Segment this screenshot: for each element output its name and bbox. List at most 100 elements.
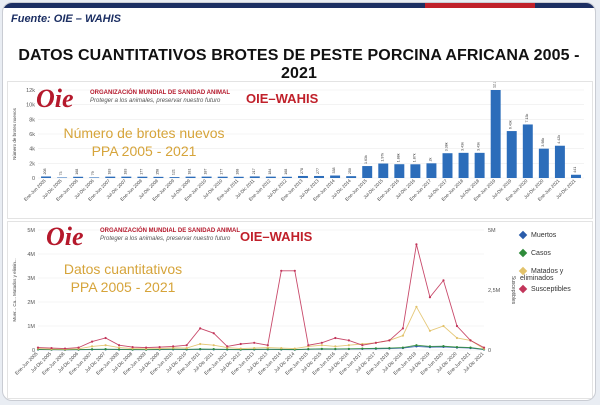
top-overlay-line2: PPA 2005 - 2021 — [91, 143, 197, 159]
bar-data-label: 1.87k — [412, 153, 416, 162]
line-x-tick: Ene-Jun 2005 — [14, 351, 40, 377]
bar — [362, 166, 373, 178]
line-point — [320, 344, 323, 347]
line-point — [226, 348, 229, 351]
line-point — [374, 347, 377, 350]
bar-y-tick: 6k — [29, 132, 35, 138]
line-y2-tick: 0 — [488, 348, 491, 354]
bar — [57, 177, 68, 178]
line-point — [253, 341, 256, 344]
line-point — [293, 347, 296, 350]
line-point — [401, 327, 405, 330]
bar — [330, 175, 341, 178]
bar-data-label: 158 — [155, 169, 159, 175]
line-point — [334, 347, 337, 351]
line-point — [388, 346, 391, 350]
line-point — [442, 279, 445, 282]
line-point — [469, 339, 472, 342]
line-y-tick: 0 — [32, 348, 35, 354]
line-point — [90, 340, 94, 343]
bar-data-label: 441 — [573, 167, 577, 173]
bar — [506, 131, 517, 178]
bar-data-label: 2k — [428, 157, 432, 161]
line-point — [401, 334, 405, 337]
line-x-tick: Ene-Jun 2018 — [365, 351, 391, 377]
bar — [265, 176, 276, 178]
bottom-overlay-text: Datos cuantitativos PPA 2005 - 2021 — [38, 260, 208, 296]
bottom-overlay-line2: PPA 2005 - 2021 — [70, 279, 176, 295]
bar — [137, 176, 148, 178]
line-point — [415, 305, 418, 308]
line-point — [90, 345, 94, 348]
line-point — [401, 346, 405, 349]
line-y-tick: 4M — [27, 252, 35, 258]
line-point — [469, 346, 472, 349]
bar-data-label: 184 — [268, 169, 272, 175]
line-y-tick: 3M — [27, 276, 35, 282]
line-point — [212, 332, 215, 335]
line-x-tick: Ene-Jun 2010 — [149, 351, 175, 377]
line-point — [199, 342, 202, 346]
bar — [442, 153, 453, 178]
line-series-2 — [37, 305, 485, 350]
line-series-3 — [37, 244, 485, 350]
line-point — [361, 344, 364, 347]
legend-item-susceptibles[interactable]: Susceptibles — [518, 284, 571, 294]
line-point — [415, 344, 418, 347]
line-x-tick: Ene-Jun 2009 — [122, 351, 148, 377]
bar — [41, 176, 52, 178]
bar-data-label: 7.13k — [525, 113, 529, 122]
bar-y-tick: 12k — [26, 88, 35, 94]
oie-tagline: Proteger a los animales, preservar nuest… — [90, 98, 221, 104]
bar-y-tick: 8k — [29, 117, 35, 123]
line-x-tick: Ene-Jun 2007 — [68, 351, 94, 377]
line-point — [239, 342, 242, 346]
bar-data-label: 168 — [236, 169, 240, 175]
bar — [185, 176, 196, 178]
line-point — [172, 345, 175, 348]
bar — [378, 163, 389, 178]
bar-data-label: 12.23k — [493, 82, 497, 88]
oie-logo-mark: Oie — [36, 84, 74, 113]
bar-data-label: 177 — [139, 169, 143, 175]
line-x-tick: Ene-Jun 2019 — [392, 351, 418, 377]
legend-item-matados[interactable]: Matados y eliminados — [518, 266, 564, 282]
bar-data-label: 338 — [332, 168, 336, 174]
legend-item-casos[interactable]: Casos — [518, 248, 551, 258]
line-x-tick: Ene-Jun 2013 — [230, 351, 256, 377]
line-point — [428, 345, 432, 348]
line-x-tick: Ene-Jun 2017 — [338, 351, 364, 377]
bar — [217, 176, 228, 178]
line-point — [428, 329, 432, 332]
line-y-tick: 2M — [27, 300, 35, 306]
bar-data-label: 4.42k — [557, 135, 561, 144]
line-point — [77, 346, 80, 349]
line-point — [334, 345, 337, 348]
bottom-overlay-line1: Datos cuantitativos — [63, 261, 183, 277]
bar — [201, 176, 212, 178]
bar — [426, 163, 437, 178]
wahis-label-2: OIE–WAHIS — [240, 229, 313, 244]
line-point — [117, 346, 121, 349]
line-y2-tick: 2,5M — [488, 288, 501, 294]
bar — [314, 175, 325, 178]
line-chart-panel: 0 1M 2M 3M 4M 5M 0 2,5M 5M Muer... Ca... Matados … — [7, 221, 593, 399]
oie-org-name: ORGANIZACIÓN MUNDIAL DE SANIDAD ANIMAL — [90, 90, 230, 96]
bar — [474, 152, 485, 178]
line-point — [442, 345, 445, 348]
line-point — [307, 344, 310, 347]
legend-item-muertos[interactable]: Muertos — [518, 230, 556, 240]
line-point — [239, 347, 242, 350]
line-point — [266, 346, 269, 349]
line-point — [361, 347, 364, 350]
bar-data-label: 277 — [316, 168, 320, 174]
bar-data-label: 79 — [91, 171, 95, 175]
top-overlay-line1: Número de brotes nuevos — [63, 125, 225, 141]
bar-data-label: 208 — [43, 168, 47, 174]
line-point — [307, 347, 310, 351]
oie-logo-mark-2: Oie — [46, 222, 84, 251]
bar-data-label: 3.98k — [541, 138, 545, 147]
line-point — [482, 346, 486, 349]
line-point — [320, 347, 323, 350]
line-point — [334, 336, 337, 340]
